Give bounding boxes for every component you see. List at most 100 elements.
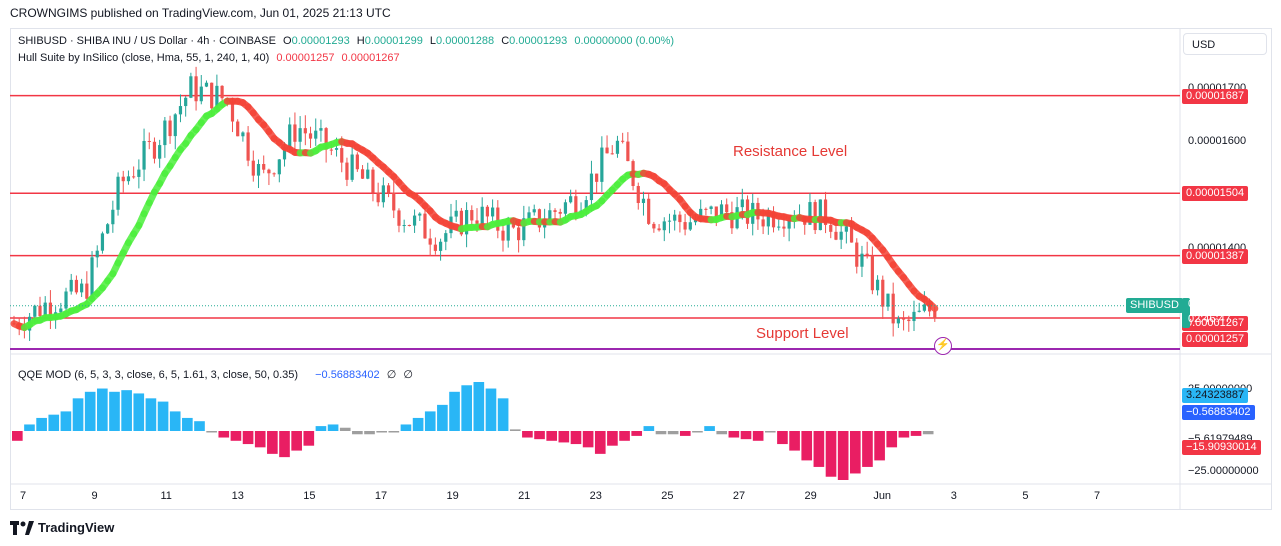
candle-body — [210, 82, 214, 109]
qqe-bar — [84, 391, 96, 431]
candle-body — [126, 176, 131, 182]
qqe-bar — [607, 431, 618, 446]
qqe-bar — [109, 391, 120, 431]
price-tag-4: 0.00001257 — [1182, 332, 1249, 347]
qqe-bar — [849, 431, 861, 474]
candle-body — [360, 169, 365, 179]
candle-body — [647, 198, 651, 224]
qqe-bar — [400, 424, 412, 431]
qqe-legend[interactable]: QQE MOD (6, 5, 3, 3, close, 6, 5, 1.61, … — [18, 368, 417, 381]
qqe-bar — [60, 411, 72, 431]
candle-body — [80, 283, 84, 293]
candle-body — [740, 199, 744, 208]
candle-body — [673, 214, 677, 221]
qqe-bar — [206, 431, 217, 433]
symbol-title[interactable]: SHIBUSD · SHIBA INU / US Dollar · 4h · C… — [18, 35, 276, 47]
candle-body — [345, 162, 349, 180]
currency-button[interactable]: USD — [1183, 33, 1267, 55]
last-symbol-tag: SHIBUSD — [1126, 298, 1183, 314]
candle-body — [922, 304, 926, 311]
price-tag-0: 0.00001687 — [1182, 88, 1249, 104]
candle-body — [813, 202, 817, 231]
change-value: 0.00000000 (0.00%) — [574, 35, 675, 47]
qqe-bar — [48, 414, 60, 431]
candle-body — [334, 148, 339, 150]
candle-body — [693, 219, 698, 223]
candle-body — [652, 223, 656, 229]
candle-body — [844, 226, 848, 232]
candle-body — [376, 192, 380, 203]
candle-body — [787, 219, 791, 229]
qqe-bar — [874, 431, 885, 461]
qqe-bar — [655, 431, 667, 435]
candle-body — [158, 145, 162, 159]
high-value: 0.00001299 — [364, 35, 423, 47]
qqe-bar — [910, 431, 922, 436]
candle-body — [709, 206, 713, 209]
candle-body — [870, 255, 874, 291]
candle-body — [506, 223, 510, 241]
qqe-tag-1: −0.56883402 — [1182, 405, 1255, 420]
qqe-tag-2: −15.90930014 — [1182, 440, 1261, 455]
candle-body — [355, 154, 359, 170]
candle-body — [699, 208, 703, 220]
candle-body — [69, 279, 73, 292]
qqe-bar — [230, 431, 242, 441]
candle-body — [288, 124, 292, 148]
qqe-bar — [862, 431, 873, 467]
qqe-bar — [72, 398, 84, 431]
qqe-bar — [388, 431, 400, 433]
qqe-bar — [813, 431, 825, 467]
candle-body — [537, 209, 542, 228]
candle-body — [626, 141, 630, 162]
qqe-bar — [752, 431, 764, 441]
candle-body — [215, 85, 219, 109]
resistance-level-label: Resistance Level — [733, 143, 848, 160]
qqe-tick-2: −25.00000000 — [1188, 464, 1259, 477]
chart-frame[interactable] — [10, 28, 1272, 510]
qqe-bar — [643, 426, 655, 431]
candle-body — [667, 220, 672, 222]
candle-body — [412, 215, 417, 226]
qqe-bar — [692, 431, 703, 433]
qqe-bar — [12, 431, 23, 441]
candle-body — [116, 176, 120, 210]
candle-body — [855, 242, 859, 267]
candle-body — [553, 210, 557, 212]
low-label: L — [429, 35, 437, 47]
symbol-legend: SHIBUSD · SHIBA INU / US Dollar · 4h · C… — [18, 35, 678, 47]
qqe-bar — [242, 431, 254, 445]
qqe-bar — [315, 426, 327, 431]
candle-body — [901, 318, 906, 320]
candle-body — [719, 204, 724, 221]
candle-body — [386, 185, 391, 193]
candle-body — [251, 160, 255, 176]
candle-body — [485, 206, 490, 217]
candle-body — [725, 204, 729, 213]
indicator-legend[interactable]: Hull Suite by InSilico (close, Hma, 55, … — [18, 52, 404, 64]
qqe-bar — [728, 431, 740, 438]
qqe-bar — [145, 398, 157, 431]
candle-body — [605, 147, 609, 154]
candle-body — [470, 210, 474, 221]
qqe-bar — [291, 431, 302, 451]
candle-body — [184, 97, 188, 107]
candle-body — [818, 199, 822, 231]
tradingview-brand: TradingView — [38, 520, 115, 535]
candle-body — [298, 128, 302, 142]
qqe-tag-0: 3.24323887 — [1182, 388, 1249, 403]
candle-body — [366, 169, 370, 179]
candle-body — [121, 176, 125, 182]
tradingview-logo[interactable]: TradingView — [10, 520, 114, 535]
candle-body — [59, 308, 63, 313]
candle-body — [766, 212, 770, 227]
candle-body — [106, 224, 110, 234]
candle-body — [808, 202, 812, 225]
candle-body — [849, 226, 854, 243]
qqe-value: −0.56883402 — [315, 369, 380, 381]
lightning-icon[interactable]: ⚡ — [934, 337, 952, 355]
candle-body — [896, 318, 900, 324]
price-tag-2: 0.00001387 — [1182, 248, 1249, 264]
qqe-bar — [886, 431, 898, 448]
